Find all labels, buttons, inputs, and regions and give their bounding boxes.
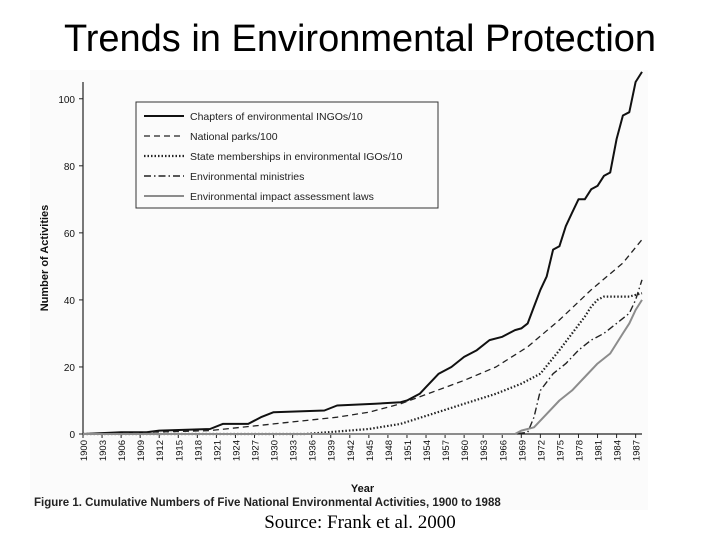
legend-label: Chapters of environmental INGOs/10 [190, 111, 363, 123]
series-line-3 [83, 292, 643, 436]
chart-ticks: 0 20 40 60 80 100 1900 1903 1906 1909 1912 1915 1918… [58, 95, 642, 461]
x-tick-label: 1987 [632, 440, 643, 461]
series-line-1 [82, 71, 643, 435]
series-line-5 [83, 299, 643, 435]
x-tick-label: 1960 [460, 440, 471, 461]
x-tick-label: 1981 [594, 440, 605, 461]
x-tick-label: 1927 [251, 440, 262, 461]
chart-series [82, 71, 643, 436]
slide-title: Trends in Environmental Protection [63, 18, 657, 60]
source-citation: Source: Frank et al. 2000 [264, 512, 456, 533]
legend-label: Environmental impact assessment laws [190, 191, 374, 203]
y-tick-label: 0 [69, 430, 75, 441]
figure-scan: 0 20 40 60 80 100 1900 1903 1906 1909 1912 1915 1918… [30, 70, 648, 510]
x-tick-label: 1984 [613, 440, 624, 461]
x-axis-label: Year [351, 483, 375, 495]
y-tick-label: 100 [58, 95, 75, 106]
line-chart: 0 20 40 60 80 100 1900 1903 1906 1909 1912 1915 1918… [34, 71, 643, 509]
x-tick-label: 1975 [555, 440, 566, 461]
series-line-2 [82, 239, 643, 435]
x-tick-label: 1954 [422, 440, 433, 461]
x-tick-label: 1957 [441, 440, 452, 461]
y-tick-label: 80 [64, 162, 76, 173]
legend-label: National parks/100 [190, 131, 278, 143]
x-tick-label: 1906 [117, 440, 128, 461]
legend-label: State memberships in environmental IGOs/… [190, 151, 403, 163]
x-tick-label: 1903 [98, 440, 109, 461]
x-tick-label: 1945 [365, 440, 376, 461]
chart-legend: Chapters of environmental INGOs/10 Nation… [135, 101, 439, 209]
y-axis-label: Number of Activities [39, 205, 51, 312]
series-line-4 [83, 279, 643, 435]
x-tick-label: 1978 [574, 440, 585, 461]
x-tick-label: 1969 [517, 440, 528, 461]
legend-label: Environmental ministries [190, 171, 304, 183]
y-tick-label: 20 [64, 363, 76, 374]
x-tick-label: 1912 [155, 440, 166, 461]
x-tick-label: 1936 [308, 440, 319, 461]
x-tick-label: 1951 [403, 440, 414, 461]
x-tick-label: 1924 [231, 440, 242, 461]
legend-box [135, 101, 439, 209]
x-tick-label: 1966 [498, 440, 509, 461]
x-tick-label: 1900 [79, 440, 90, 461]
x-tick-label: 1963 [479, 440, 490, 461]
x-tick-label: 1972 [536, 440, 547, 461]
x-tick-label: 1909 [136, 440, 147, 461]
x-tick-label: 1921 [212, 440, 223, 461]
figure-caption: Figure 1. Cumulative Numbers of Five Nat… [34, 497, 501, 509]
y-tick-label: 60 [64, 229, 76, 240]
x-tick-label: 1918 [193, 440, 204, 461]
x-tick-label: 1948 [384, 440, 395, 461]
x-tick-label: 1942 [346, 440, 357, 461]
x-tick-label: 1933 [289, 440, 300, 461]
x-tick-label: 1939 [327, 440, 338, 461]
x-tick-label: 1930 [270, 440, 281, 461]
y-tick-label: 40 [64, 296, 76, 307]
x-tick-label: 1915 [174, 440, 185, 461]
